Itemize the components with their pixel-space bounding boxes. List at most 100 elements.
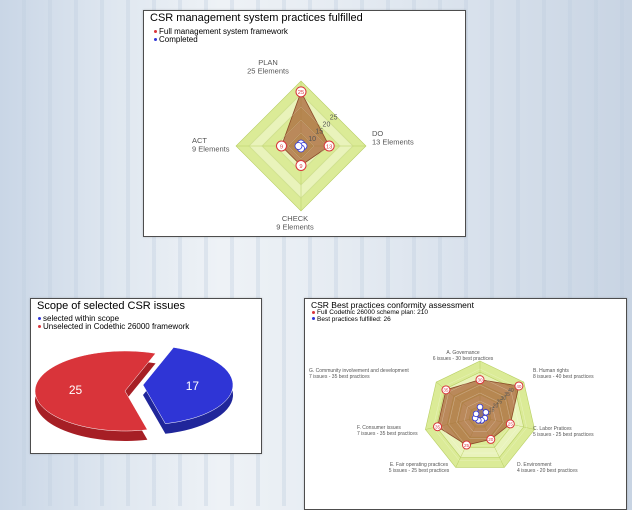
series-full-point	[295, 86, 307, 98]
pie-slice-label: 17	[186, 379, 200, 393]
tick-label: 15	[315, 129, 323, 136]
chart-legend: Full management system framework Complet…	[154, 28, 288, 44]
axis-sublabel: 7 issues - 35 best practices	[309, 374, 370, 380]
pie-slice-label: 25	[69, 383, 83, 397]
axis-sublabel: 25 Elements	[247, 67, 289, 76]
axis-sublabel: 5 issues - 25 best practices	[533, 432, 594, 438]
axis-label: PLAN	[258, 58, 278, 67]
series-completed-point	[472, 410, 480, 418]
series-completed-point	[476, 403, 484, 411]
legend-marker-blue	[38, 317, 41, 321]
legend-label: Completed	[159, 35, 198, 44]
legend-item-completed: Completed	[154, 36, 288, 44]
axis-sublabel: 13 Elements	[372, 138, 414, 147]
legend-item-fulfilled: Best practices fulfilled: 26	[312, 315, 428, 324]
pie-chart-scope: 25 17	[34, 347, 234, 441]
axis-label: C. Labor Pratices	[533, 426, 572, 432]
tick-label: 10	[308, 136, 316, 143]
tick-label: 25	[330, 114, 338, 121]
data-label: 20	[488, 437, 494, 442]
tick-label: 15	[489, 407, 495, 413]
legend-label: Best practices fulfilled: 26	[317, 315, 391, 323]
tick-label: 20	[493, 403, 499, 409]
legend-label: Unselected in Codethic 26000 framework	[43, 322, 190, 331]
axis-sublabel: 7 issues - 35 best practices	[357, 431, 418, 437]
chart-legend: selected within scope Unselected in Code…	[38, 315, 189, 331]
series-full-point	[514, 381, 524, 391]
radar-ring	[448, 384, 512, 447]
axis-label: ACT	[192, 136, 207, 145]
tick-label: 30	[500, 396, 506, 402]
tick-label: 35	[504, 392, 510, 398]
legend-marker-blue	[154, 38, 157, 42]
data-label: 35	[443, 388, 449, 393]
radar-ring	[432, 368, 528, 461]
legend-marker-red	[312, 310, 315, 314]
axis-sublabel: 9 Elements	[192, 145, 230, 154]
series-full-point	[486, 434, 496, 444]
legend-marker-red	[154, 30, 157, 34]
axis-label: A. Governance	[446, 350, 480, 356]
pie-slice	[142, 347, 234, 425]
legend-label: Full management system framework	[159, 27, 288, 36]
data-label: 30	[477, 377, 483, 382]
series-full-point	[323, 140, 335, 152]
data-label: 13	[326, 144, 332, 150]
series-full-point	[441, 385, 451, 395]
axis-sublabel: 8 issues - 40 best practices	[533, 374, 594, 380]
series-full-point	[505, 419, 515, 429]
legend-item-full: Full Codethic 26000 scheme plan: 210	[312, 309, 428, 317]
legend-marker-blue	[312, 317, 315, 321]
axis-label: DO	[372, 129, 383, 138]
series-completed-point	[294, 142, 303, 150]
radar-ring	[274, 119, 328, 173]
panel-title: CSR Best practices conformity assessment	[311, 300, 474, 310]
radar-ring	[248, 93, 354, 199]
series-full-point	[295, 160, 307, 171]
legend-label: selected within scope	[43, 314, 120, 323]
tick-label: 25	[497, 400, 503, 406]
radar-ring	[261, 106, 341, 186]
series-completed-point	[482, 409, 490, 416]
radar-ring	[456, 392, 504, 439]
series-full-point	[475, 375, 485, 385]
tick-label: 40	[508, 388, 514, 394]
axis-sublabel: 9 Elements	[276, 223, 314, 232]
data-label: 40	[516, 384, 522, 389]
data-label: 25	[508, 422, 514, 427]
series-full-point	[276, 140, 287, 152]
panel-best-practices: CSR Best practices conformity assessment…	[304, 298, 627, 510]
series-full-point	[433, 422, 443, 432]
axis-label: CHECK	[282, 214, 308, 223]
axis-sublabel: 5 issues - 25 best practices	[389, 468, 450, 474]
radar-ring	[287, 132, 315, 160]
axis-label: B. Human rights	[533, 368, 569, 374]
tick-label: 20	[323, 122, 331, 129]
panel-scope: Scope of selected CSR issues selected wi…	[30, 298, 262, 454]
panel-title: Scope of selected CSR issues	[37, 300, 185, 312]
axis-label: E. Fair operating practices	[390, 462, 449, 468]
axis-label: D. Environment	[517, 462, 552, 468]
data-label: 25	[464, 443, 470, 448]
data-label: 25	[298, 90, 304, 96]
radar-chart-best-practices: 1015202530354030402520253535A. Governanc…	[309, 350, 594, 474]
panel-title: CSR management system practices fulfille…	[150, 12, 363, 24]
data-label: 35	[435, 424, 441, 429]
legend-item-full: Full management system framework	[154, 28, 288, 36]
panel-management-system: CSR management system practices fulfille…	[143, 10, 466, 237]
axis-label: F. Consumer issues	[357, 425, 401, 431]
legend-item-selected: selected within scope	[38, 315, 189, 323]
legend-marker-red	[38, 325, 41, 329]
legend-label: Full Codethic 26000 scheme plan: 210	[317, 309, 428, 316]
axis-sublabel: 6 issues - 30 best practices	[433, 356, 494, 362]
data-label: 9	[299, 164, 302, 170]
data-label: 9	[280, 144, 283, 150]
legend-item-unselected: Unselected in Codethic 26000 framework	[38, 323, 189, 331]
axis-sublabel: 4 issues - 20 best practices	[517, 468, 578, 474]
series-full-point	[462, 440, 472, 450]
chart-legend: Full Codethic 26000 scheme plan: 210 Bes…	[312, 309, 428, 324]
pie-slice	[34, 350, 157, 432]
radar-ring	[464, 400, 496, 432]
axis-label: G. Community involvement and development	[309, 368, 409, 374]
